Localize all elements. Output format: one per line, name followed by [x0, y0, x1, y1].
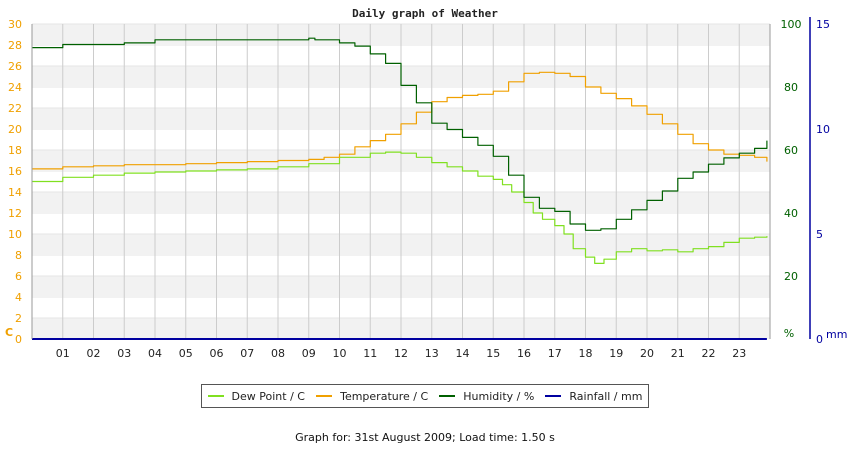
y-left-tick-label: 18: [8, 144, 22, 157]
y-outer-tick-label: 10: [816, 123, 830, 136]
x-tick-label: 13: [425, 347, 439, 360]
x-tick-label: 10: [333, 347, 347, 360]
x-tick-label: 18: [579, 347, 593, 360]
chart-title: Daily graph of Weather: [352, 7, 498, 20]
y-left-tick-label: 16: [8, 165, 22, 178]
x-tick-label: 03: [117, 347, 131, 360]
footer-caption: Graph for: 31st August 2009; Load time: …: [295, 431, 555, 444]
x-tick-label: 19: [609, 347, 623, 360]
y-outer-tick-label: 0: [816, 333, 823, 346]
x-tick-label: 17: [548, 347, 562, 360]
y-left-tick-label: 14: [8, 186, 22, 199]
y-left-tick-label: 2: [15, 312, 22, 325]
legend-swatch-dew-point: [207, 395, 224, 397]
series-humidity-line: [32, 37, 768, 231]
y-outer-tick-label: 5: [816, 228, 823, 241]
y-left-tick-label: 20: [8, 123, 22, 136]
legend-label-temperature: Temperature / C: [340, 389, 429, 403]
x-tick-label: 02: [87, 347, 101, 360]
x-tick-label: 12: [394, 347, 408, 360]
y-left-tick-label: 22: [8, 102, 22, 115]
y-left-tick-label: 4: [15, 291, 22, 304]
y-outer-unit-label: mm: [826, 328, 847, 341]
x-tick-label: 05: [179, 347, 193, 360]
legend-label-dew-point: Dew Point / C: [231, 389, 305, 403]
legend-label-humidity: Humidity / %: [463, 389, 535, 403]
y-outer-tick-label: 15: [816, 18, 830, 31]
x-tick-label: 22: [702, 347, 716, 360]
x-tick-label: 16: [517, 347, 531, 360]
x-tick-label: 09: [302, 347, 316, 360]
y-left-tick-label: 0: [15, 333, 22, 346]
x-tick-label: 20: [640, 347, 654, 360]
y-left-tick-label: 10: [8, 228, 22, 241]
legend-item-rainfall: Rainfall / mm: [545, 390, 642, 403]
x-tick-label: 01: [56, 347, 70, 360]
legend-item-temperature: Temperature / C: [316, 390, 428, 403]
y-left-unit-label: C: [5, 326, 13, 339]
y-left-tick-label: 26: [8, 60, 22, 73]
series-dew-point-line: [32, 151, 768, 264]
y-right-tick-label: 60: [784, 144, 798, 157]
x-tick-label: 15: [486, 347, 500, 360]
legend-swatch-humidity: [439, 395, 456, 397]
x-tick-label: 23: [732, 347, 746, 360]
x-tick-label: 08: [271, 347, 285, 360]
x-tick-label: 07: [240, 347, 254, 360]
y-right-unit-label: %: [784, 327, 794, 340]
x-tick-label: 06: [210, 347, 224, 360]
tick-labels: 01 02 03 04 05 06 07 08 09 10 11 12 13 14 15 16 17 18 19 20…: [5, 18, 847, 360]
y-left-tick-label: 12: [8, 207, 22, 220]
y-left-tick-label: 6: [15, 270, 22, 283]
series-layer: [32, 37, 768, 340]
y-left-tick-label: 8: [15, 249, 22, 262]
legend-item-humidity: Humidity / %: [439, 390, 534, 403]
y-left-tick-label: 24: [8, 81, 22, 94]
x-tick-label: 11: [363, 347, 377, 360]
x-tick-label: 14: [456, 347, 470, 360]
legend-swatch-temperature: [316, 395, 333, 397]
legend-item-dew-point: Dew Point / C: [207, 389, 305, 403]
x-tick-label: 21: [671, 347, 685, 360]
axes-layer: [31, 17, 811, 339]
y-right-tick-label: 20: [784, 270, 798, 283]
legend-label-rainfall: Rainfall / mm: [569, 389, 643, 403]
x-tick-label: 04: [148, 347, 162, 360]
y-right-tick-label: 40: [784, 207, 798, 220]
y-left-tick-label: 28: [8, 39, 22, 52]
y-left-tick-label: 30: [8, 18, 22, 31]
legend: Dew Point / C Temperature / C Humidity /…: [201, 384, 649, 408]
y-right-tick-label: 80: [784, 81, 798, 94]
legend-swatch-rainfall: [545, 395, 562, 397]
y-right-tick-label: 100: [781, 18, 802, 31]
series-temperature-line: [32, 71, 768, 170]
